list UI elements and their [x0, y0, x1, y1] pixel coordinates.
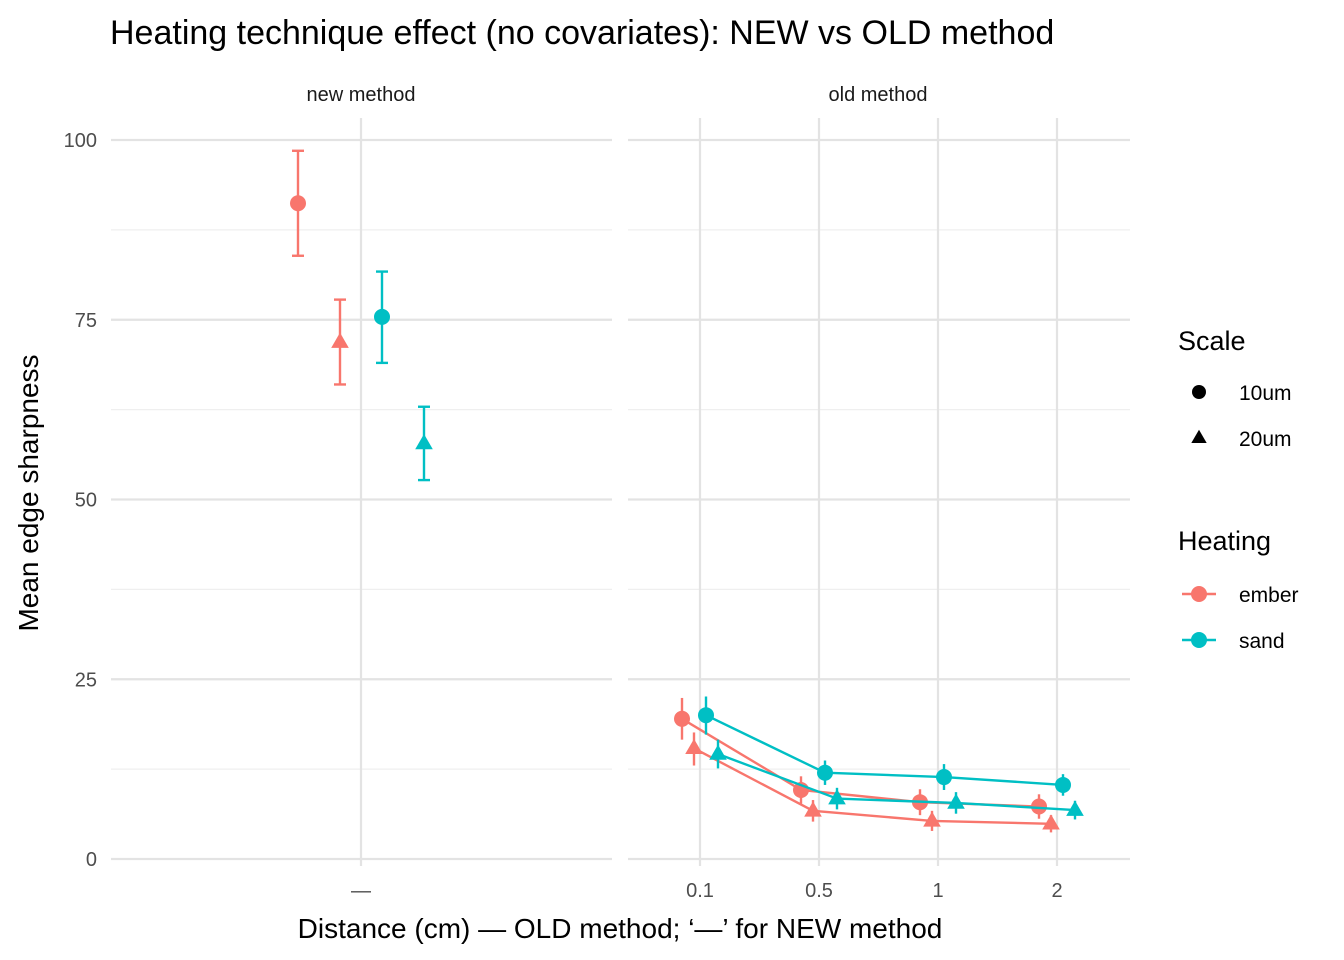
chart-title: Heating technique effect (no covariates)… — [110, 14, 1054, 52]
series-line — [717, 752, 1076, 812]
legend-title-heating: Heating — [1178, 526, 1271, 556]
data-point — [936, 769, 952, 786]
y-tick-label: 25 — [75, 669, 97, 691]
panel-strip-old-method: old method — [829, 84, 928, 106]
data-point-sand-20um — [415, 433, 433, 450]
data-point — [804, 801, 822, 817]
y-axis-title: Mean edge sharpness — [13, 354, 44, 631]
data-point — [947, 793, 965, 809]
legend: Scale 10um 20um Heating ember sand — [1178, 326, 1299, 653]
data-point — [685, 738, 703, 755]
series-line — [681, 717, 1040, 808]
y-tick-label: 75 — [75, 310, 97, 332]
legend-label-ember: ember — [1239, 584, 1299, 607]
data-point — [1066, 800, 1084, 816]
y-tick-label: 0 — [86, 849, 97, 871]
data-point-sand-10um — [374, 308, 390, 325]
series-ember-20um — [685, 732, 1060, 833]
legend-label-sand: sand — [1239, 630, 1285, 653]
grid — [628, 118, 1130, 866]
data-point — [1055, 776, 1071, 793]
series-sand-20um — [709, 739, 1084, 820]
data-point-ember-10um — [290, 195, 306, 212]
data-point — [817, 764, 833, 781]
panel-strip-new-method: new method — [307, 84, 416, 106]
data-point — [1042, 814, 1060, 830]
series-line — [693, 747, 1052, 825]
data-point — [828, 789, 846, 805]
x-tick-label: — — [351, 880, 371, 902]
panel-new-method — [111, 118, 612, 866]
data-point-ember-20um — [331, 332, 349, 348]
series-line — [705, 714, 1064, 787]
legend-key-sand — [1182, 632, 1216, 648]
data-point — [698, 707, 714, 724]
series-sand-10um — [698, 696, 1071, 796]
panel-old-method — [628, 118, 1130, 866]
legend-label-20um: 20um — [1239, 428, 1292, 451]
x-tick-label: 0.5 — [805, 880, 833, 902]
x-tick-label: 2 — [1051, 880, 1062, 902]
y-axis: 0 25 50 75 100 — [64, 130, 97, 871]
legend-key-ember — [1182, 586, 1216, 602]
data-point — [923, 811, 941, 827]
data-point — [709, 744, 727, 760]
grid — [111, 118, 612, 866]
y-tick-label: 50 — [75, 490, 97, 512]
x-axis-title: Distance (cm) — OLD method; ‘—’ for NEW … — [298, 913, 943, 944]
legend-label-10um: 10um — [1239, 382, 1292, 405]
x-tick-label: 1 — [932, 880, 943, 902]
data-point — [674, 710, 690, 727]
legend-key-10um — [1192, 385, 1206, 399]
legend-title-scale: Scale — [1178, 326, 1246, 356]
data-point — [1031, 798, 1047, 815]
legend-key-20um — [1191, 429, 1207, 444]
y-tick-label: 100 — [64, 130, 97, 152]
x-axis: — 0.1 0.5 1 2 — [351, 880, 1063, 902]
x-tick-label: 0.1 — [686, 880, 714, 902]
